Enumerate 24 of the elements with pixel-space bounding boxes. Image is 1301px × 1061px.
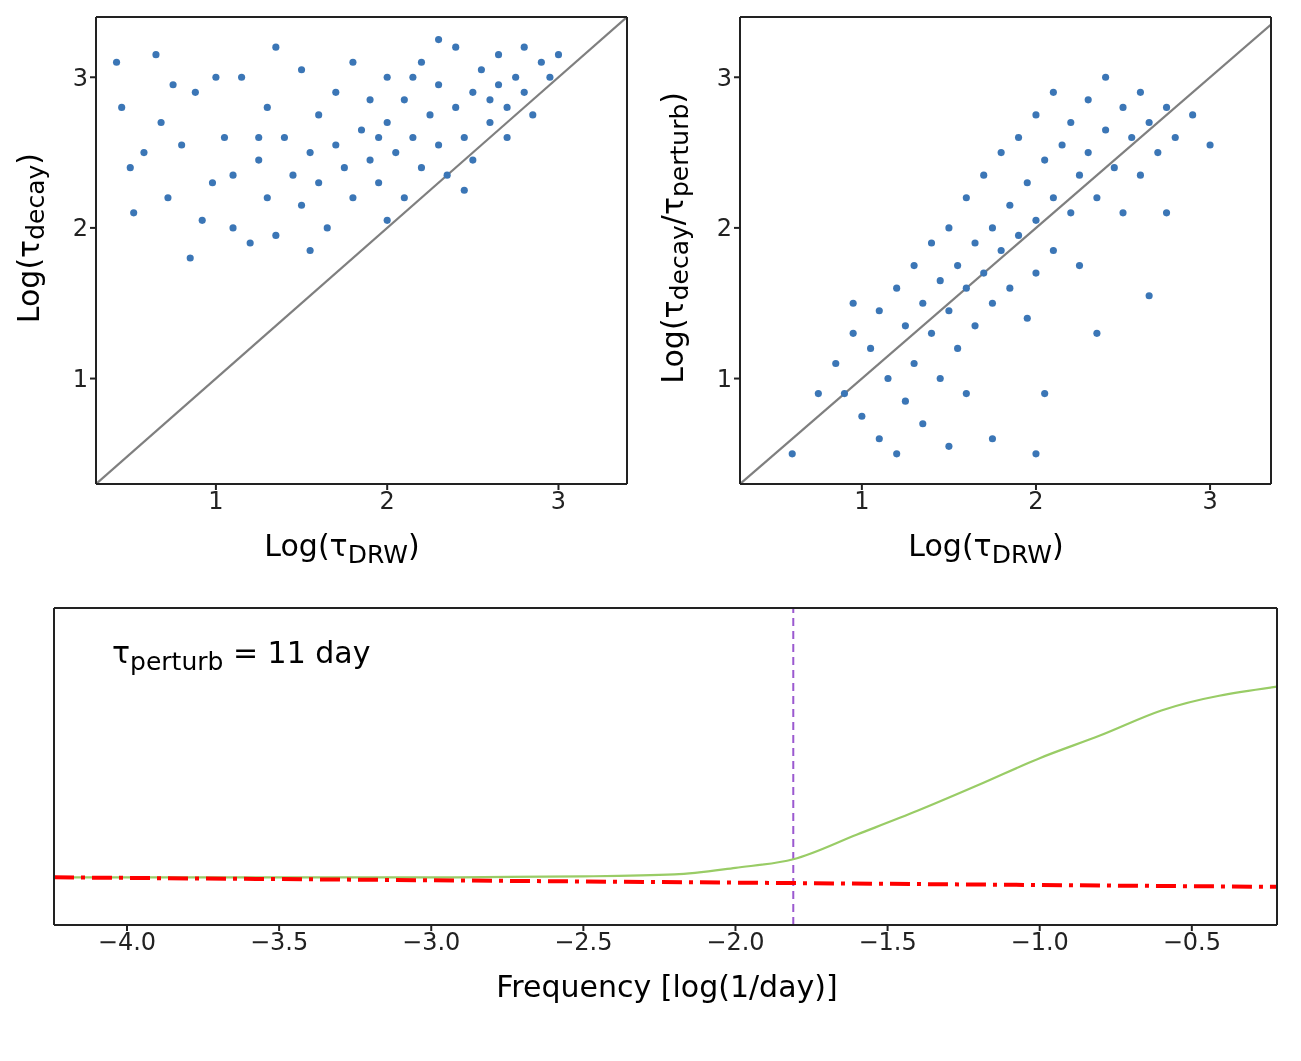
x-tick-label: −1.0 xyxy=(1010,928,1069,957)
x-axis-title: Frequency [log(1/day)] xyxy=(496,969,838,1004)
x-tick-label: −0.5 xyxy=(1162,928,1221,957)
x-tick-label: 3 xyxy=(1202,487,1218,516)
x-tick-label: −2.5 xyxy=(554,928,613,957)
x-tick-label: −1.5 xyxy=(858,928,917,957)
x-axis-title: Log(τ$_{DRW}$) xyxy=(264,528,420,569)
y-tick-label: 1 xyxy=(716,365,732,394)
x-tick-label: −3.0 xyxy=(402,928,461,957)
x-tick-label: −4.0 xyxy=(97,928,157,957)
y-tick-label: 2 xyxy=(716,214,732,243)
y-tick-label: 3 xyxy=(72,63,88,92)
y-tick-label: 3 xyxy=(716,63,732,92)
x-tick-label: 3 xyxy=(550,487,567,516)
x-tick-label: 2 xyxy=(1028,487,1044,516)
x-tick-label: −3.5 xyxy=(249,928,309,957)
x-tick-label: −2.0 xyxy=(706,928,765,957)
y-tick-label: 1 xyxy=(72,365,88,394)
x-tick-label: 1 xyxy=(208,487,224,516)
text: τ$_{perturb}$ = 11 day xyxy=(112,635,371,676)
x-tick-label: 2 xyxy=(379,487,395,516)
x-tick-label: 1 xyxy=(854,487,870,516)
x-axis-title: Log(τ$_{DRW}$) xyxy=(908,528,1064,569)
y-tick-label: 2 xyxy=(72,214,88,243)
